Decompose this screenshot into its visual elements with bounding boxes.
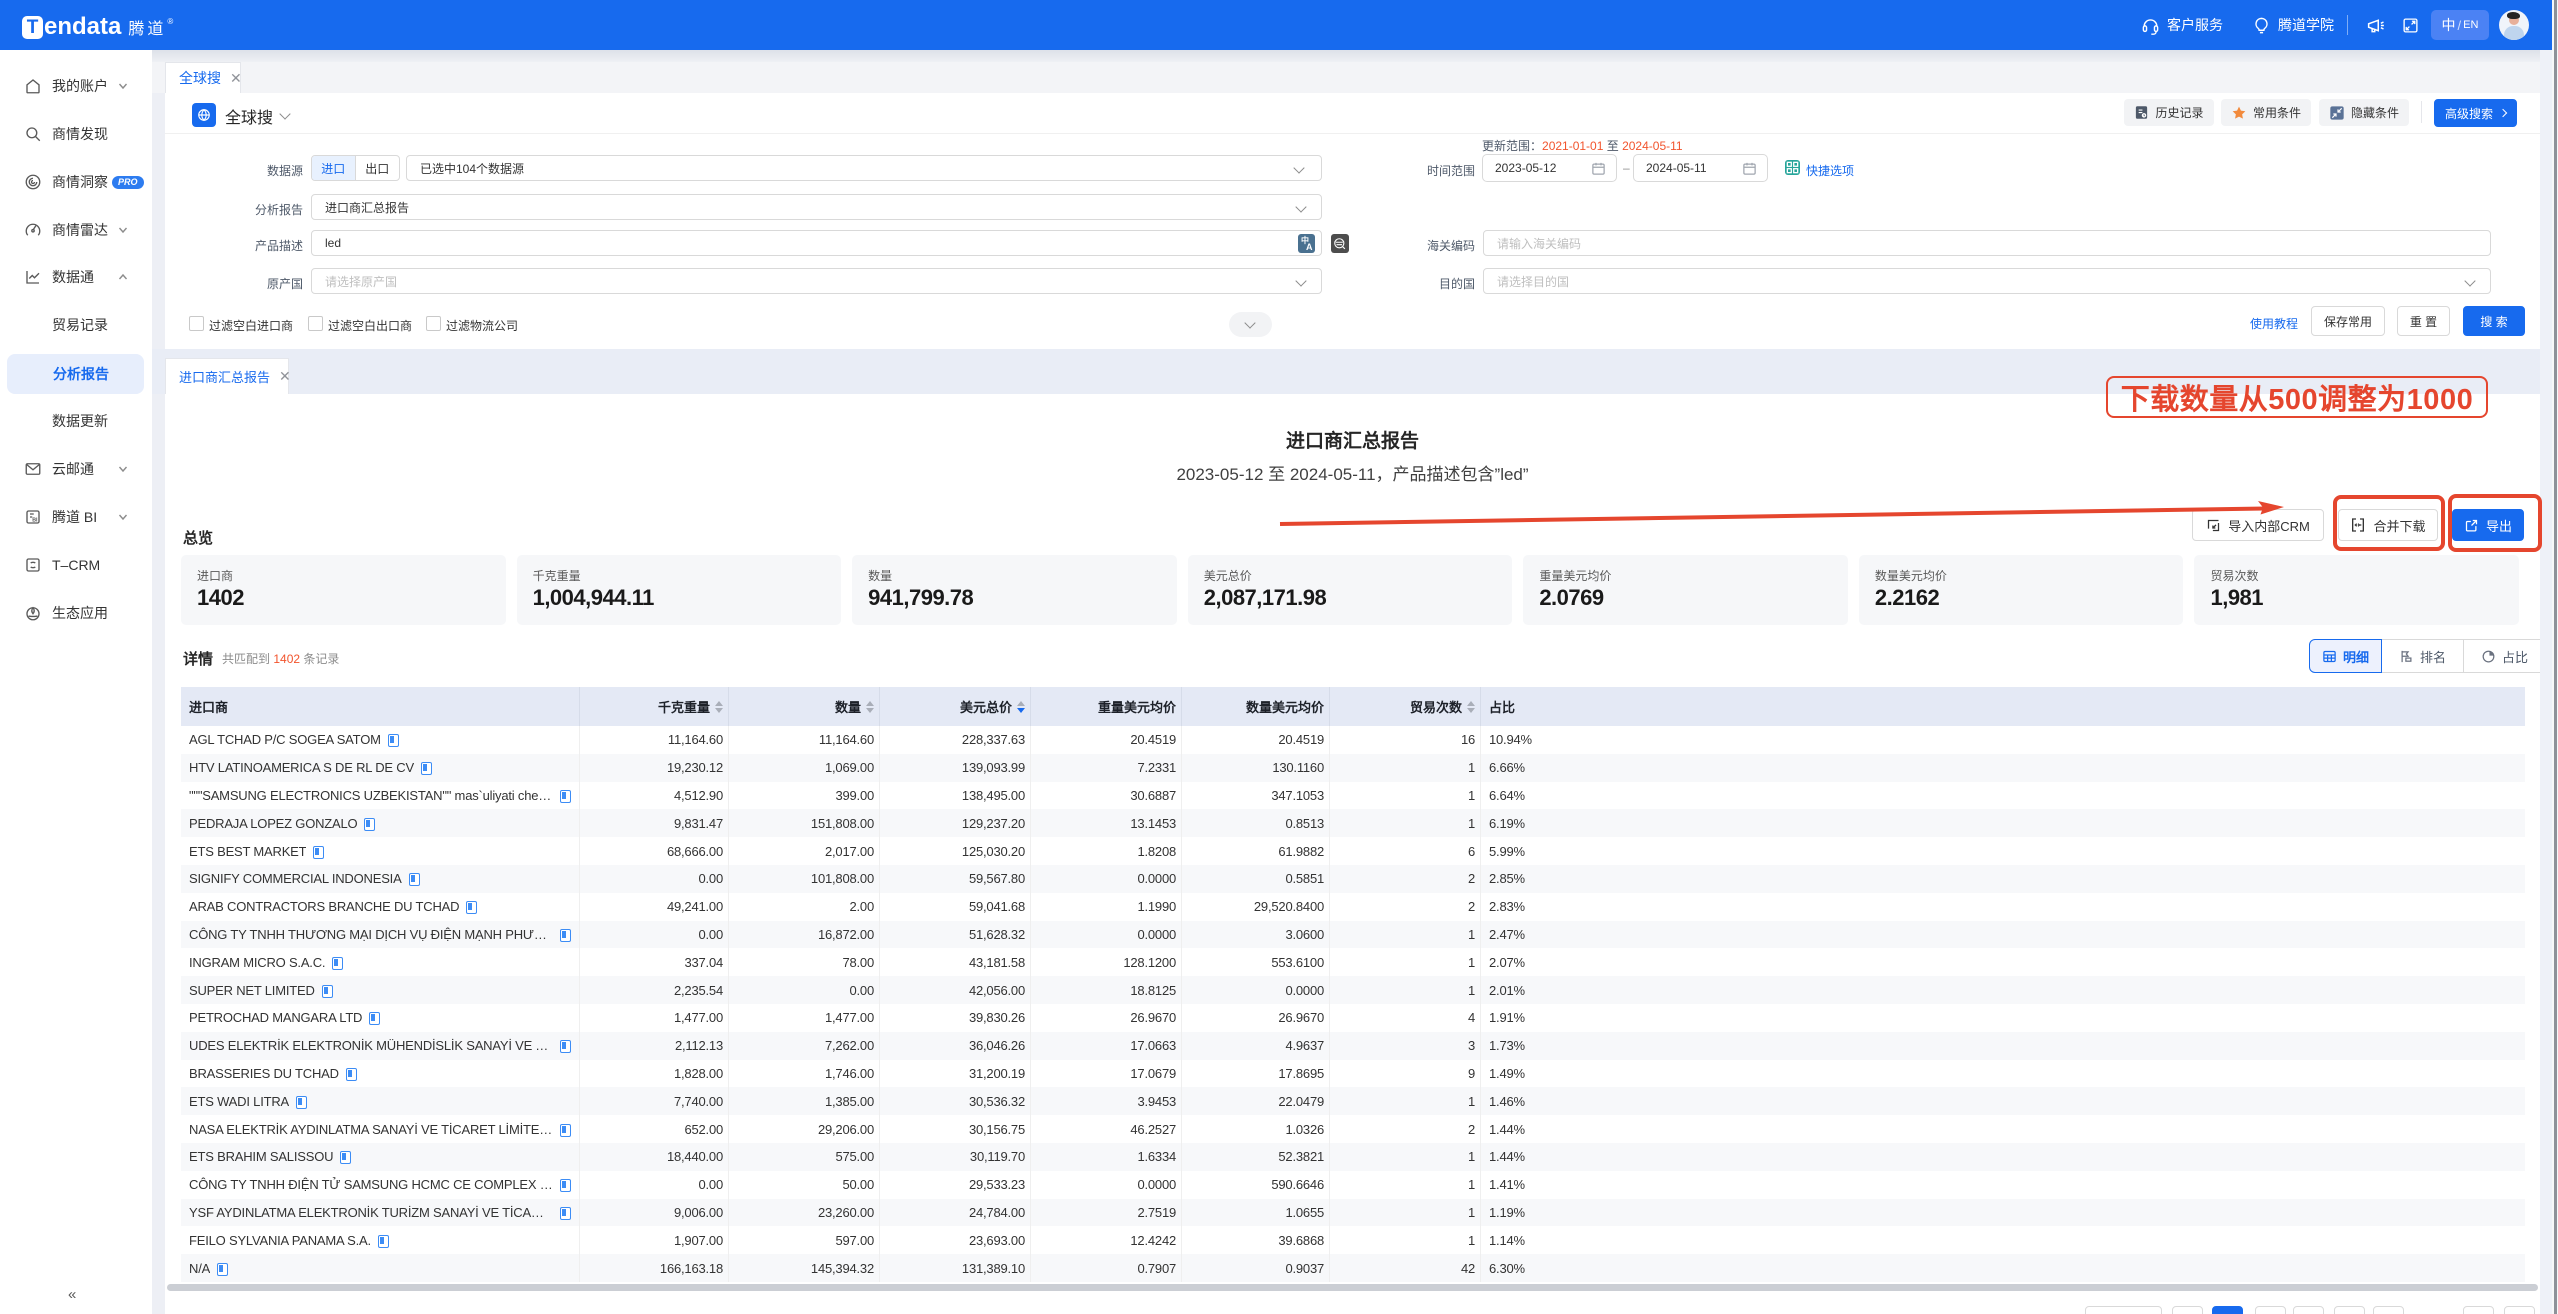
svg-text:BI: BI	[32, 518, 38, 524]
svg-text:A: A	[1306, 242, 1313, 252]
svg-text:中: 中	[1301, 235, 1309, 245]
